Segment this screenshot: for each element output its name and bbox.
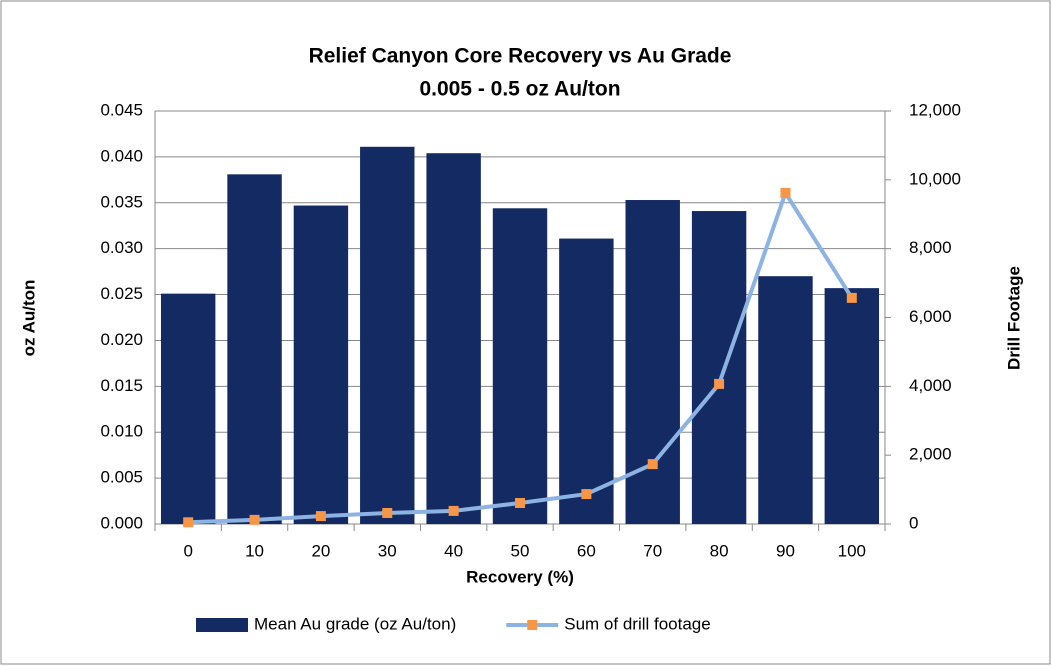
x-tick-label: 80 [710,541,729,560]
y-tick-label: 0.030 [100,238,143,257]
bar [293,205,349,524]
bar [426,153,481,524]
legend-swatch [196,618,248,632]
legend-label: Sum of drill footage [564,614,710,633]
y-axis-label: oz Au/ton [19,280,38,357]
y2-tick-label: 2,000 [909,445,952,464]
marker [581,489,592,500]
y2-tick-label: 8,000 [909,238,952,257]
bar [824,288,880,524]
y2-axis-label: Drill Footage [1004,266,1023,370]
y-tick-label: 0.000 [100,513,143,532]
y-tick-label: 0.045 [100,100,143,119]
marker [780,187,791,198]
bar [492,208,548,525]
y2-tick-label: 4,000 [909,376,952,395]
bar [227,174,282,524]
y-tick-label: 0.035 [100,192,143,211]
marker [315,511,326,522]
x-tick-label: 0 [183,541,192,560]
x-tick-label: 20 [311,541,330,560]
x-tick-label: 100 [838,541,866,560]
y2-tick-label: 10,000 [909,169,961,188]
marker [249,514,260,525]
bar [758,276,813,524]
legend-label: Mean Au grade (oz Au/ton) [254,614,456,633]
y-tick-label: 0.025 [100,284,143,303]
x-tick-label: 50 [511,541,530,560]
y2-tick-label: 12,000 [909,100,961,119]
x-tick-label: 40 [444,541,463,560]
y-tick-label: 0.015 [100,376,143,395]
bar [691,211,747,524]
marker [515,498,525,509]
y-tick-label: 0.040 [100,146,143,165]
legend-swatch [527,620,538,630]
x-tick-label: 60 [577,541,596,560]
marker [382,507,393,518]
x-tick-label: 90 [776,541,795,560]
x-tick-label: 10 [245,541,264,560]
y2-tick-label: 6,000 [909,307,952,326]
marker [647,459,658,470]
y-tick-label: 0.010 [100,422,143,441]
bar [360,146,415,524]
marker [714,378,725,389]
bar [160,293,216,524]
y2-tick-label: 0 [909,513,918,532]
marker [846,292,857,303]
marker [448,505,459,516]
chart-title: Relief Canyon Core Recovery vs Au Grade [309,45,732,68]
y-tick-label: 0.020 [100,330,143,349]
chart-subtitle: 0.005 - 0.5 oz Au/ton [419,78,620,101]
y-tick-label: 0.005 [100,468,143,487]
x-tick-label: 30 [378,541,397,560]
bar [559,238,614,524]
marker [183,517,194,528]
x-axis-label: Recovery (%) [466,567,574,586]
x-tick-label: 70 [643,541,662,560]
bar [625,200,680,524]
